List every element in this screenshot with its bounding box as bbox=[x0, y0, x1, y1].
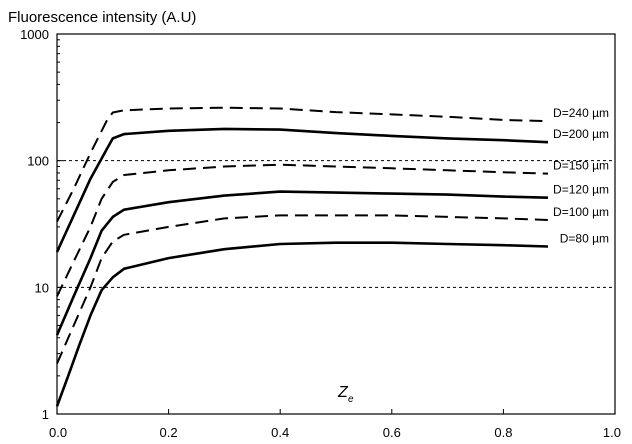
series-label-2: D=150 µm bbox=[553, 159, 609, 173]
y-tick-label: 10 bbox=[35, 280, 49, 295]
x-axis-ticks: 0.0 0.2 0.4 0.6 0.8 1.0 bbox=[49, 409, 621, 440]
x-tick-label: 0.6 bbox=[383, 425, 401, 440]
series-line-1 bbox=[55, 127, 549, 253]
series-labels: D=240 µm D=200 µm D=150 µm D=120 µm D=100 µm… bbox=[553, 106, 609, 245]
series-line-2 bbox=[56, 163, 549, 297]
y-tick-label: 1 bbox=[42, 407, 49, 422]
series-line-4 bbox=[56, 214, 549, 365]
x-axis-title-subscript: e bbox=[348, 394, 354, 405]
plot-frame bbox=[56, 33, 616, 415]
x-tick-label: 0.8 bbox=[494, 425, 512, 440]
series-label-5: D=80 µm bbox=[560, 232, 609, 246]
reference-lines bbox=[57, 160, 615, 288]
y-axis-ticks: 1 10 100 1000 bbox=[20, 27, 63, 422]
y-axis-title: Fluorescence intensity (A.U) bbox=[8, 9, 196, 26]
series-label-1: D=200 µm bbox=[553, 127, 609, 141]
series-line-3 bbox=[55, 190, 549, 336]
x-tick-label: 0.2 bbox=[160, 425, 178, 440]
y-tick-label: 1000 bbox=[20, 27, 49, 42]
series-label-0: D=240 µm bbox=[553, 106, 609, 120]
x-tick-label: 0.0 bbox=[49, 425, 67, 440]
series-layer bbox=[55, 106, 549, 407]
x-axis-title: Z bbox=[337, 384, 349, 401]
series-line-5 bbox=[55, 241, 549, 407]
y-tick-label: 100 bbox=[27, 154, 49, 169]
x-tick-label: 0.4 bbox=[271, 425, 289, 440]
series-line-0 bbox=[56, 106, 549, 223]
series-label-3: D=120 µm bbox=[553, 183, 609, 197]
series-label-4: D=100 µm bbox=[553, 205, 609, 219]
x-tick-label: 1.0 bbox=[603, 425, 621, 440]
